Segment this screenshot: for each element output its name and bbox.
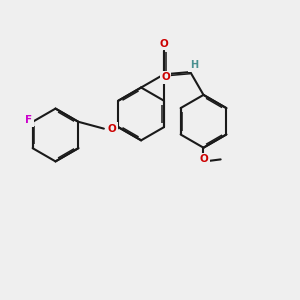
Text: F: F xyxy=(25,115,32,125)
Text: O: O xyxy=(108,124,117,134)
Text: O: O xyxy=(159,39,168,49)
Text: H: H xyxy=(190,60,198,70)
Text: O: O xyxy=(161,72,170,82)
Text: O: O xyxy=(200,154,208,164)
